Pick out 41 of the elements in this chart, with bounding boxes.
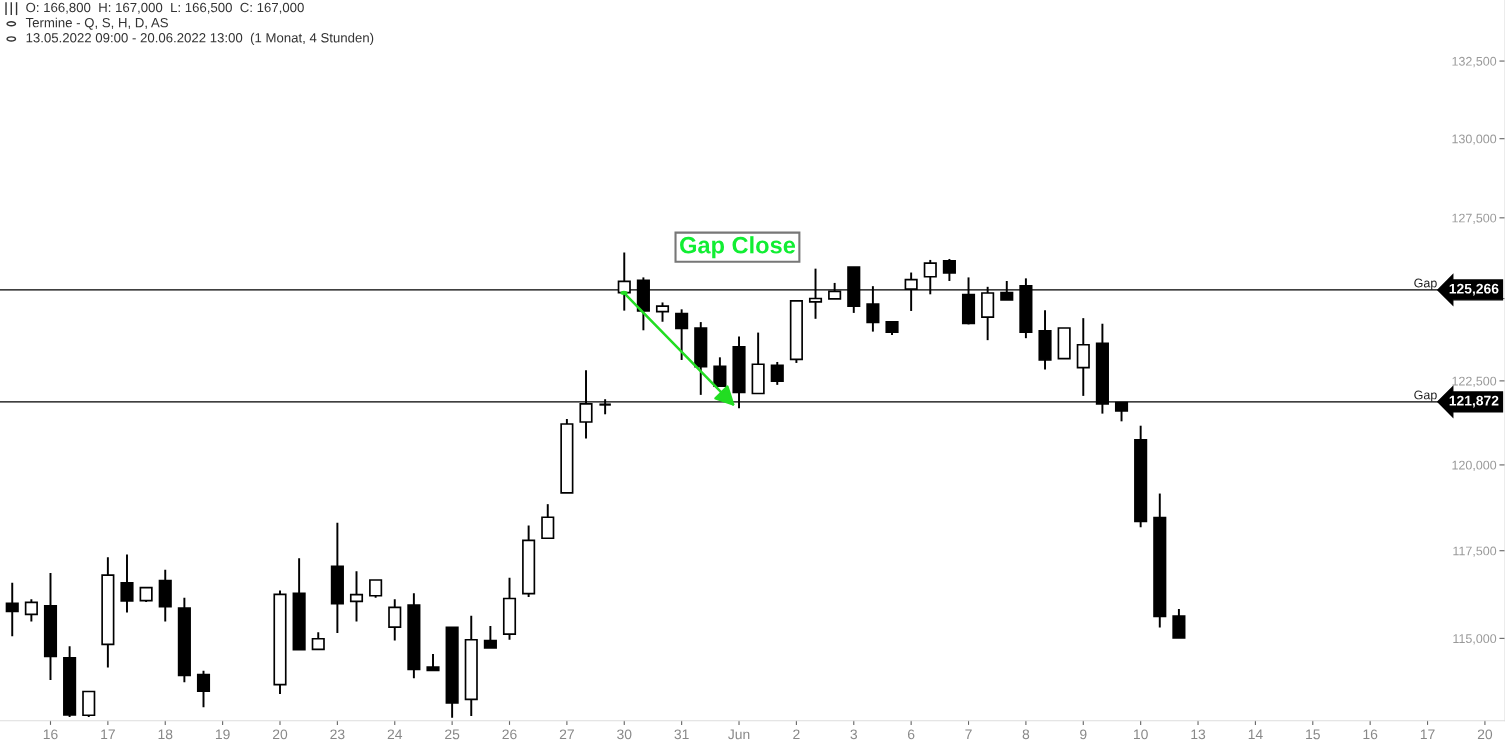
x-tick-label: 2 xyxy=(793,729,800,740)
x-tick-label: 14 xyxy=(1248,729,1263,740)
y-tick-label: 117,500 xyxy=(1453,546,1497,557)
x-tick-label: 18 xyxy=(158,729,173,740)
x-tick-label: 17 xyxy=(1420,729,1435,740)
x-tick-label: 9 xyxy=(1080,729,1087,740)
x-tick-label: 17 xyxy=(101,729,115,740)
x-tick-label: 10 xyxy=(1133,729,1148,740)
annotation: 125,266 xyxy=(1449,283,1499,296)
x-tick-label: 13 xyxy=(1191,729,1206,740)
y-tick-label: 115,000 xyxy=(1453,634,1497,645)
x-tick-label: 16 xyxy=(43,729,58,740)
y-tick-label: 127,500 xyxy=(1452,213,1497,224)
y-tick-label: 120,000 xyxy=(1452,460,1497,472)
x-tick-label: 15 xyxy=(1306,729,1320,740)
x-tick-label: 26 xyxy=(502,729,517,740)
y-tick-label: 130,000 xyxy=(1452,134,1497,145)
x-tick-label: 27 xyxy=(559,729,574,740)
y-tick-label: 132,500 xyxy=(1452,56,1497,68)
x-tick-label: 7 xyxy=(965,729,972,740)
x-tick-label: 20 xyxy=(1477,729,1493,740)
ref-line-label: Gap xyxy=(1414,278,1437,290)
x-tick-label: 23 xyxy=(330,729,345,740)
x-tick-label: 31 xyxy=(674,729,689,740)
x-tick-label: 20 xyxy=(272,729,288,740)
annotation: Termine - Q, S, H, D, AS xyxy=(25,17,168,30)
x-tick-label: Jun xyxy=(728,729,750,740)
x-tick-label: 19 xyxy=(215,729,230,740)
x-tick-label: 8 xyxy=(1022,729,1030,740)
x-tick-label: 6 xyxy=(907,729,915,740)
annotation: 121,872 xyxy=(1449,395,1499,408)
x-tick-label: 25 xyxy=(445,729,460,740)
x-tick-label: 3 xyxy=(850,729,858,740)
x-tick-label: 16 xyxy=(1363,729,1378,740)
x-tick-label: 30 xyxy=(617,729,632,740)
x-tick-label: 24 xyxy=(387,729,403,740)
ref-line-label: Gap xyxy=(1414,390,1437,402)
annotation: 13.05.2022 09:00 - 20.06.2022 13:00 (1 Monat, 4 Stunden) xyxy=(26,32,374,46)
annotation: Gap Close xyxy=(680,236,796,259)
y-tick-label: 122,500 xyxy=(1452,376,1497,388)
chart-title: O: 166,800 H: 167,000 L: 166,500 C: 167,000 xyxy=(26,2,304,14)
